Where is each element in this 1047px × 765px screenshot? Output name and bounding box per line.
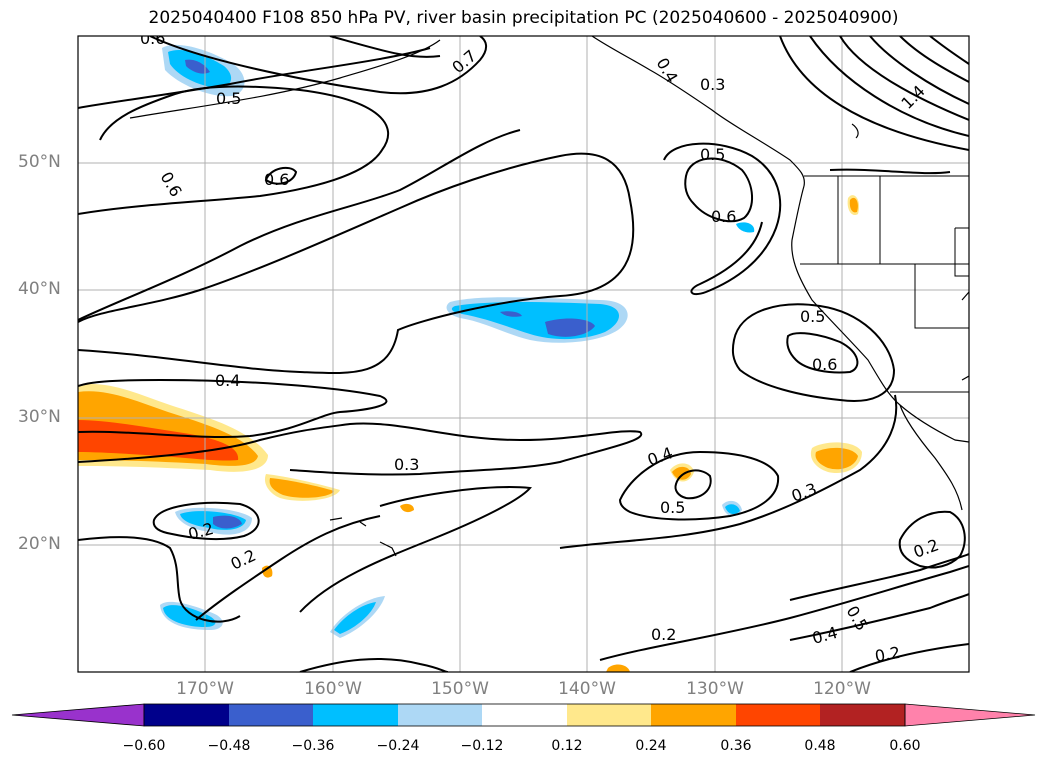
map-title: 2025040400 F108 850 hPa PV, river basin … [148, 8, 899, 28]
contour-label: 0.5 [660, 498, 685, 517]
colorbar-segment [482, 704, 567, 726]
contour-labels: 0.6 0.5 0.6 0.6 0.7 0.3 0.4 0.5 0.6 1.4 … [140, 29, 941, 666]
colorbar-segment [229, 704, 313, 726]
contour-label: 0.6 [264, 170, 289, 189]
contour-label: 0.2 [228, 546, 259, 574]
contour-label: 0.5 [843, 603, 872, 635]
gridlines [78, 36, 969, 672]
contour-label: 0.2 [651, 625, 676, 644]
pv-contours [78, 36, 969, 672]
contour-label: 0.5 [216, 89, 241, 108]
colorbar-tick-label: −0.60 [122, 738, 166, 754]
contour-label: 0.3 [700, 75, 725, 94]
contour-label: 0.7 [448, 46, 480, 77]
lon-tick-label: 130°W [686, 679, 744, 699]
colorbar-tick-label: 0.36 [720, 738, 752, 754]
contour-label: 0.5 [800, 307, 825, 326]
colorbar-segment [904, 703, 1036, 727]
lon-tick-label: 140°W [558, 679, 616, 699]
contour-label: 0.3 [394, 455, 419, 474]
colorbar-tick-label: 0.60 [889, 738, 921, 754]
lon-tick-label: 120°W [813, 679, 871, 699]
country-borders [800, 175, 969, 393]
contour-label: 0.4 [653, 55, 682, 87]
contour-label: 0.6 [711, 207, 736, 226]
colorbar-segment [11, 703, 145, 727]
colorbar-tick-label: 0.24 [635, 738, 667, 754]
colorbar-segment [651, 704, 736, 726]
contour-label: 0.5 [700, 145, 725, 164]
colorbar-segment [398, 704, 482, 726]
lat-tick-label: 50°N [18, 152, 61, 172]
contour-label: 0.6 [157, 169, 186, 201]
contour-label: 0.4 [810, 623, 840, 648]
lat-tick-label: 40°N [18, 279, 61, 299]
contour-label: 0.2 [873, 643, 901, 666]
lon-tick-label: 170°W [176, 679, 234, 699]
colorbar-segment [567, 704, 651, 726]
colorbar-segment [313, 704, 398, 726]
colorbar [11, 703, 1036, 727]
colorbar-segment [736, 704, 820, 726]
colorbar-tick-label: −0.36 [291, 738, 335, 754]
lon-tick-label: 160°W [304, 679, 362, 699]
colorbar-tick-label: 0.12 [551, 738, 583, 754]
contour-label: 1.4 [897, 81, 928, 112]
contour-label: 0.6 [812, 355, 837, 374]
contour-label: 0.3 [789, 479, 819, 506]
colorbar-segment [144, 704, 229, 726]
lon-tick-label: 150°W [431, 679, 489, 699]
map-frame [77, 35, 970, 673]
colorbar-tick-label: −0.24 [376, 738, 420, 754]
contour-label: 0.4 [645, 443, 675, 470]
lat-tick-label: 30°N [18, 407, 61, 427]
contour-label: 0.2 [911, 535, 941, 562]
precip-shading [78, 44, 862, 672]
colorbar-tick-label: −0.48 [207, 738, 251, 754]
contour-label: 0.4 [215, 371, 240, 390]
lat-tick-label: 20°N [18, 534, 61, 554]
contour-label: 0.6 [140, 29, 165, 48]
colorbar-tick-label: 0.48 [804, 738, 836, 754]
colorbar-tick-label: −0.12 [460, 738, 504, 754]
colorbar-segment [820, 704, 905, 726]
